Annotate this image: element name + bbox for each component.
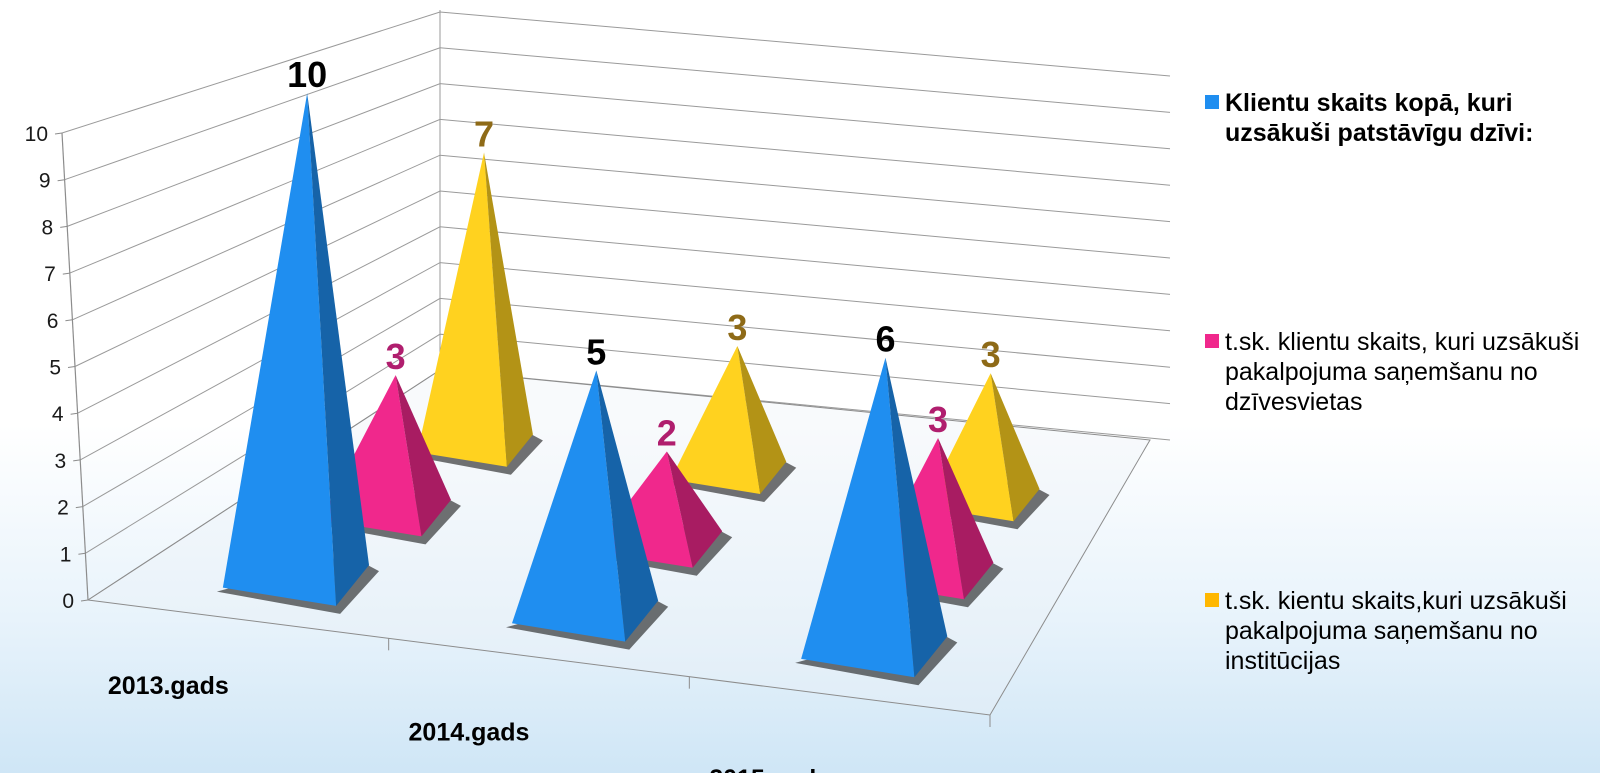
- legend-swatch-home: [1205, 334, 1219, 348]
- pyramid-0-0: [216, 93, 380, 614]
- legend-label-home: t.sk. klientu skaits, kuri uzsākuši paka…: [1225, 328, 1580, 416]
- y-tick: [54, 132, 63, 135]
- y-tick: [65, 319, 73, 322]
- x-tick-label: 2013.gads: [108, 672, 229, 700]
- y-tick-label: 6: [47, 310, 59, 333]
- y-tick: [70, 412, 78, 415]
- pyramid-front-face: [670, 345, 761, 494]
- pyramid-front-face: [801, 357, 915, 678]
- data-label: 3: [727, 307, 747, 348]
- pyramid-0-2: [795, 357, 958, 686]
- pyramid-side-face: [737, 345, 787, 494]
- data-label: 3: [386, 336, 406, 377]
- pyramid-0-1: [505, 370, 669, 650]
- y-tick: [62, 272, 70, 275]
- pyramid-front-face: [511, 370, 626, 642]
- y-tick-label: 9: [39, 170, 51, 193]
- legend-label-total: Klientu skaits kopā, kuri uzsākuši patst…: [1225, 89, 1534, 147]
- x-axis: 2013.gads 2014.gads 2015.gads: [108, 638, 991, 773]
- data-label: 5: [586, 331, 606, 372]
- data-label: 2: [657, 412, 677, 453]
- legend-item-home: t.sk. klientu skaits, kuri uzsākuši paka…: [1205, 327, 1600, 417]
- y-tick: [60, 225, 68, 228]
- y-tick-label: 2: [57, 497, 69, 520]
- gridlines: [61, 10, 1171, 601]
- data-label: 7: [474, 113, 494, 154]
- legend-swatch-institution: [1205, 593, 1219, 607]
- pyramid-2-1: [664, 345, 797, 502]
- y-tick-label: 5: [49, 357, 61, 380]
- y-tick: [57, 179, 65, 182]
- legend-swatch-total: [1205, 95, 1219, 109]
- y-tick: [67, 366, 76, 368]
- pyramid-side-face: [596, 370, 659, 642]
- data-label: 10: [287, 54, 327, 95]
- y-tick: [75, 506, 83, 509]
- y-tick-label: 3: [55, 450, 67, 473]
- y-tick-label: 0: [62, 590, 74, 613]
- y-tick: [73, 459, 81, 462]
- pyramid-2-0: [411, 152, 543, 475]
- y-tick-label: 1: [60, 543, 72, 566]
- data-label: 3: [981, 334, 1001, 375]
- y-tick-label: 8: [42, 216, 54, 239]
- gridline: [77, 226, 1171, 414]
- pyramid-front-face: [417, 152, 507, 467]
- gridline: [64, 47, 1171, 181]
- pyramid-side-face: [395, 375, 451, 537]
- pyramid-front-face: [222, 93, 337, 606]
- legend-item-institution: t.sk. kientu skaits,kuri uzsākuši pakalp…: [1205, 586, 1600, 676]
- y-axis: 0 1 2 3 4 5 6 7 8 9 10: [25, 123, 89, 613]
- y-tick-label: 10: [25, 123, 48, 146]
- gridline: [61, 11, 1171, 134]
- legend-item-total: Klientu skaits kopā, kuri uzsākuši patst…: [1205, 88, 1600, 148]
- y-tick: [78, 552, 86, 555]
- y-tick-label: 7: [44, 263, 56, 286]
- pyramid-side-face: [938, 437, 994, 600]
- x-tick-label: 2014.gads: [409, 719, 530, 747]
- pyramids: [216, 93, 1050, 686]
- gridline: [72, 154, 1171, 321]
- pyramid-side-face: [885, 357, 948, 678]
- y-tick-label: 4: [52, 403, 64, 426]
- data-label: 6: [875, 319, 895, 360]
- pyramid-side-face: [307, 93, 370, 606]
- gridline: [69, 118, 1171, 274]
- x-tick-label: 2015.gads: [709, 765, 830, 773]
- legend-label-institution: t.sk. kientu skaits,kuri uzsākuši pakalp…: [1225, 587, 1567, 675]
- data-label: 3: [928, 399, 948, 440]
- legend: Klientu skaits kopā, kuri uzsākuši patst…: [1205, 0, 1600, 773]
- pyramid-side-face: [484, 152, 533, 467]
- pyramid-side-face: [666, 451, 723, 568]
- pyramid-side-face: [990, 373, 1040, 522]
